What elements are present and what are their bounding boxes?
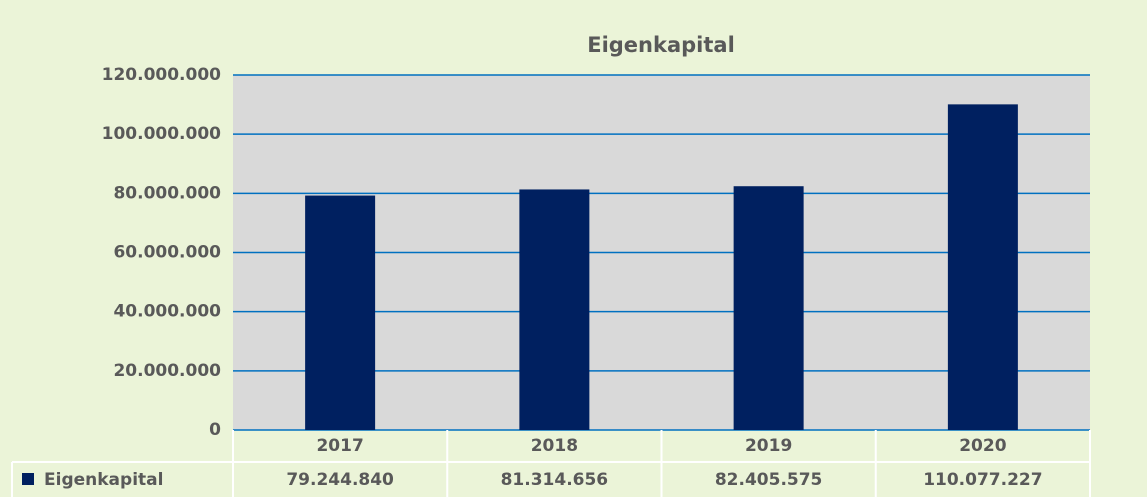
table-value: 81.314.656 (501, 470, 609, 490)
x-tick-label: 2019 (745, 436, 792, 456)
bar (519, 189, 590, 430)
y-tick-label: 120.000.000 (102, 65, 222, 85)
table-value: 79.244.840 (286, 470, 394, 490)
table-value: 110.077.227 (923, 470, 1042, 490)
bar (947, 104, 1018, 431)
x-tick-label: 2017 (316, 436, 363, 456)
chart-title: Eigenkapital (587, 33, 735, 57)
y-tick-label: 100.000.000 (102, 124, 222, 144)
bar (733, 186, 804, 430)
legend-key (22, 473, 34, 485)
bar (305, 195, 376, 430)
table-value: 82.405.575 (715, 470, 823, 490)
y-tick-label: 20.000.000 (113, 361, 221, 381)
x-tick-label: 2018 (531, 436, 578, 456)
legend-label: Eigenkapital (44, 470, 163, 490)
y-tick-label: 60.000.000 (113, 243, 221, 263)
y-tick-label: 80.000.000 (113, 183, 221, 203)
y-tick-label: 0 (209, 420, 221, 440)
x-tick-label: 2020 (959, 436, 1006, 456)
y-tick-label: 40.000.000 (113, 302, 221, 322)
